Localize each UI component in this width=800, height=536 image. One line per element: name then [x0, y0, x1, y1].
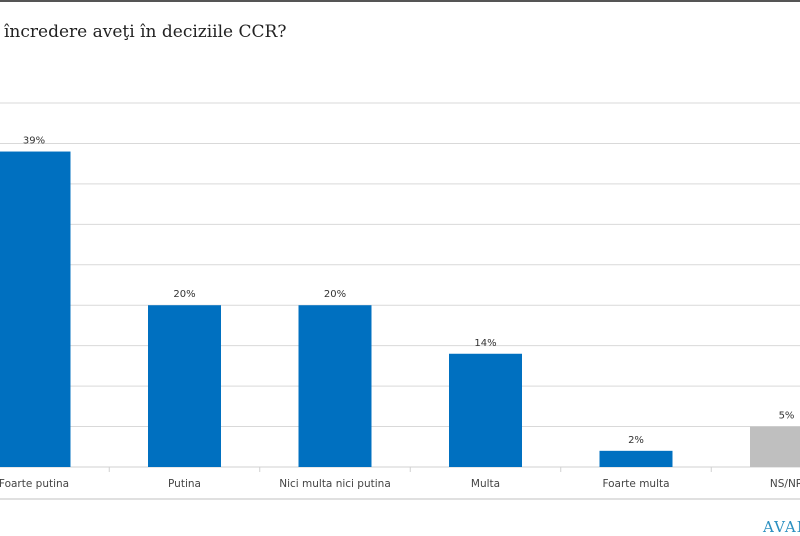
bar-nici-multa-nici-putina [298, 305, 372, 467]
category-label: Foarte putina [0, 478, 69, 490]
category-label: NS/NR [770, 478, 800, 490]
bar-foarte-putina [0, 151, 71, 468]
data-label: 14% [474, 338, 496, 349]
data-label: 2% [628, 435, 644, 446]
category-label: Multa [471, 478, 500, 490]
top-border [0, 0, 800, 2]
data-label: 20% [173, 289, 195, 300]
category-label: Nici multa nici putina [279, 478, 391, 490]
bar-foarte-multa [599, 450, 673, 467]
chart-title: încredere aveţi în deciziile CCR? [4, 22, 287, 42]
bar-putina [148, 305, 221, 467]
data-label: 20% [324, 289, 346, 300]
bar-ns-nr [750, 426, 800, 467]
data-label: 5% [779, 411, 795, 422]
category-label: Putina [168, 478, 201, 490]
data-label: 39% [23, 136, 45, 147]
category-label: Foarte multa [602, 478, 669, 490]
bar-multa [449, 353, 522, 467]
avangarde-logo: AVAN [763, 518, 800, 536]
